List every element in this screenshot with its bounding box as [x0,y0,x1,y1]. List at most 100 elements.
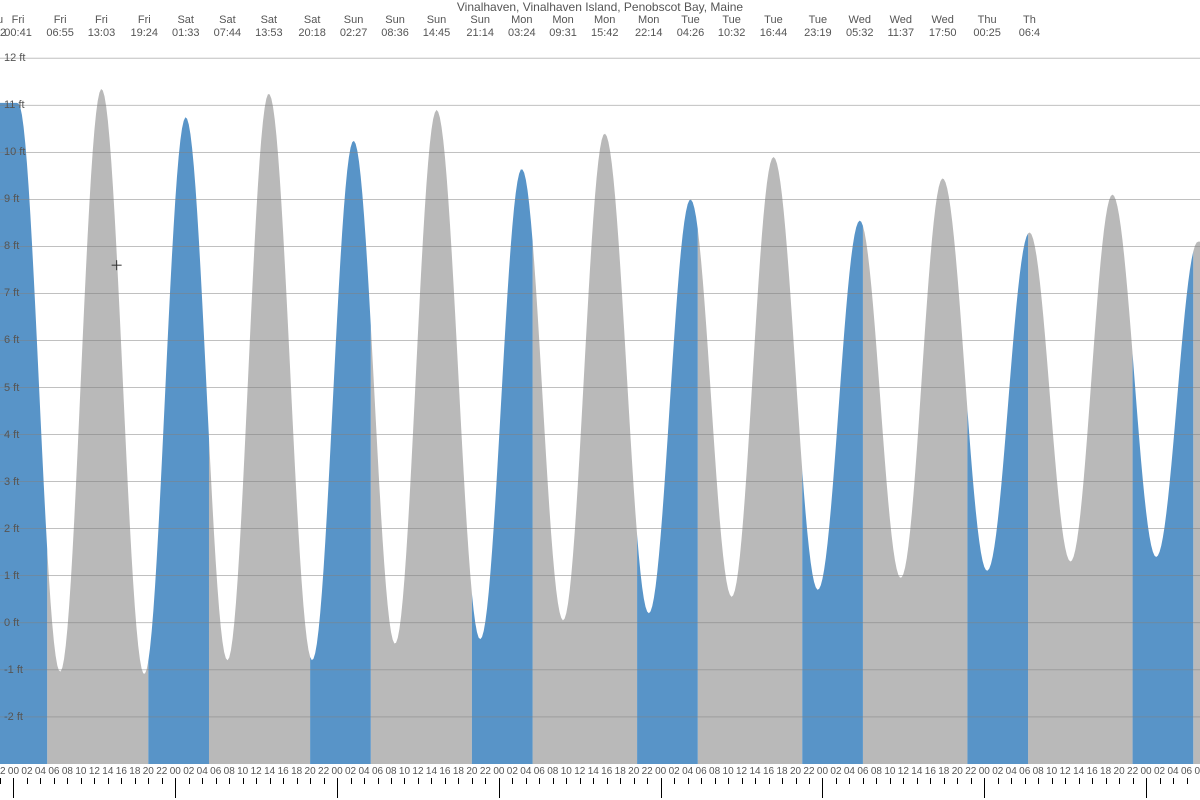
top-axis-label: Sat20:18 [298,14,326,40]
plot-area[interactable] [0,44,1200,764]
bottom-hour-label: 00 [1141,766,1152,777]
top-day-label: Tue [677,14,705,27]
bottom-tick-minor [1160,778,1161,784]
tide-area-night [967,233,1028,764]
bottom-hour-label: 02 [992,766,1003,777]
top-day-label: Tue [760,14,788,27]
bottom-hour-label: 22 [642,766,653,777]
y-tick-label: 7 ft [4,287,19,299]
bottom-hour-label: 18 [129,766,140,777]
bottom-tick-minor [67,778,68,784]
bottom-tick-minor [715,778,716,784]
top-axis-label: Tue10:32 [718,14,746,40]
bottom-tick-minor [81,778,82,784]
bottom-tick-minor [944,778,945,784]
bottom-hour-label: 18 [453,766,464,777]
bottom-hour-label: 06 [372,766,383,777]
bottom-tick-minor [162,778,163,784]
bottom-tick-minor [404,778,405,784]
y-tick-label: 6 ft [4,334,19,346]
top-time-label: 22:14 [635,27,663,40]
bottom-hour-label: 00 [493,766,504,777]
top-day-label: Sun [340,14,368,27]
bottom-hour-label: 18 [938,766,949,777]
tide-area-day [47,89,148,764]
bottom-tick-minor [701,778,702,784]
top-day-label: Sun [381,14,409,27]
bottom-hour-label: 00 [8,766,19,777]
top-axis-label: Mon22:14 [635,14,663,40]
top-axis-label: Sat01:33 [172,14,200,40]
tide-area-day [209,94,310,764]
top-day-label: Fri [131,14,159,27]
bottom-hour-label: 08 [547,766,558,777]
bottom-hour-label: 02 [507,766,518,777]
bottom-hour-label: 00 [332,766,343,777]
bottom-hour-label: 22 [803,766,814,777]
bottom-hour-label: 00 [170,766,181,777]
top-axis-label: Wed11:37 [887,14,914,40]
top-day-label: Sat [298,14,326,27]
top-axis-label: Tue04:26 [677,14,705,40]
bottom-hour-label: 04 [358,766,369,777]
bottom-tick-minor [526,778,527,784]
bottom-hour-label: 04 [1006,766,1017,777]
bottom-hour-label: 10 [561,766,572,777]
bottom-tick-minor [917,778,918,784]
bottom-hour-label: 12 [412,766,423,777]
bottom-tick-minor [27,778,28,784]
bottom-tick-minor [1106,778,1107,784]
top-axis-label: Sat07:44 [214,14,242,40]
top-time-label: 03:24 [508,27,536,40]
top-day-label: Th [1019,14,1040,27]
bottom-hour-label: 20 [466,766,477,777]
bottom-hour-label: 22 [965,766,976,777]
top-time-label: 06:4 [1019,27,1040,40]
bottom-tick-minor [957,778,958,784]
bottom-tick-minor [836,778,837,784]
bottom-hour-label: 20 [143,766,154,777]
bottom-hour-label: 18 [1100,766,1111,777]
top-axis-label: Mon03:24 [508,14,536,40]
top-day-label: Tue [804,14,832,27]
bottom-tick-minor [1025,778,1026,784]
top-time-label: 17:50 [929,27,957,40]
bottom-tick-minor [472,778,473,784]
bottom-tick-minor [769,778,770,784]
bottom-tick-minor [607,778,608,784]
bottom-hour-label: 04 [844,766,855,777]
bottom-hour-label: 22 [0,766,6,777]
bottom-tick-minor [863,778,864,784]
bottom-tick-minor [930,778,931,784]
tide-area-day [1193,242,1200,764]
y-tick-label: 0 ft [4,617,19,629]
bottom-tick-minor [755,778,756,784]
bottom-hour-label: 04 [682,766,693,777]
top-axis-label: Sun02:27 [340,14,368,40]
bottom-tick-major [1146,778,1147,798]
bottom-tick-minor [566,778,567,784]
top-time-label: 07:44 [214,27,242,40]
bottom-hour-label: 20 [952,766,963,777]
bottom-tick-minor [0,778,1,784]
bottom-tick-major [175,778,176,798]
bottom-hour-label: 04 [35,766,46,777]
tide-area-day [863,179,968,764]
bottom-tick-minor [54,778,55,784]
y-tick-label: 5 ft [4,382,19,394]
bottom-tick-minor [1038,778,1039,784]
bottom-hour-label: 12 [89,766,100,777]
bottom-hour-label: 06 [696,766,707,777]
top-time-label: 09:31 [549,27,577,40]
bottom-hour-axis: 2200020406081012141618202200020406081012… [0,766,1200,800]
bottom-tick-minor [903,778,904,784]
top-day-label: Thu [973,14,1001,27]
bottom-tick-minor [202,778,203,784]
bottom-hour-label: 22 [1127,766,1138,777]
top-day-label: Sat [255,14,283,27]
top-time-label: 14:45 [423,27,451,40]
bottom-hour-label: 12 [736,766,747,777]
bottom-hour-label: 20 [305,766,316,777]
top-axis-label: Wed17:50 [929,14,957,40]
bottom-tick-minor [364,778,365,784]
